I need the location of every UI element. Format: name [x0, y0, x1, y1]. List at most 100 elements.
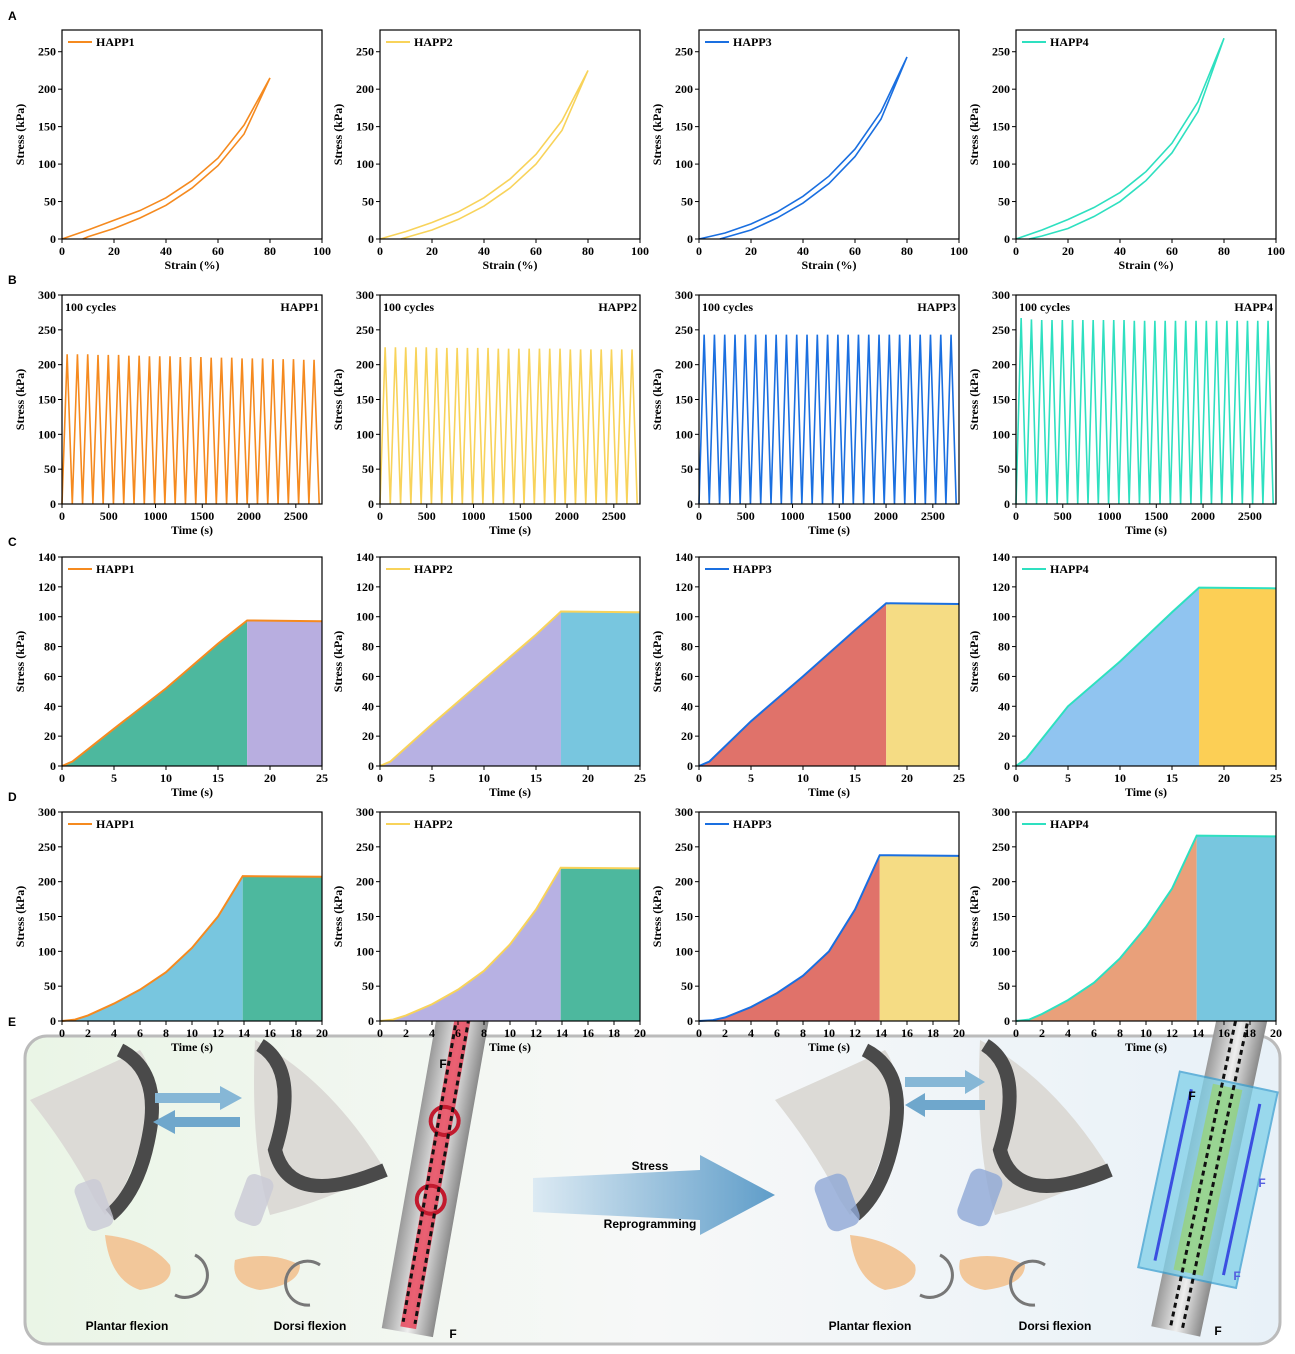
y-tick-label: 0 — [368, 759, 374, 773]
region-fill — [1199, 588, 1276, 766]
y-axis-title: Stress (kPa) — [331, 104, 345, 165]
x-tick-label: 100 — [1267, 244, 1285, 258]
legend-label: HAPP3 — [733, 817, 772, 831]
x-tick-label: 20 — [316, 1026, 328, 1040]
y-tick-label: 200 — [356, 358, 374, 372]
x-tick-label: 2 — [85, 1026, 91, 1040]
x-tick-label: 20 — [108, 244, 120, 258]
chart: HAPP4020406080100050100150200250Strain (… — [967, 30, 1285, 272]
x-tick-label: 20 — [745, 244, 757, 258]
x-tick-label: 15 — [849, 771, 861, 785]
x-tick-label: 18 — [608, 1026, 620, 1040]
chart: HAPP1100 cycles0500100015002000250005010… — [13, 288, 322, 537]
region-fill — [699, 855, 880, 1021]
x-tick-label: 15 — [1166, 771, 1178, 785]
y-tick-label: 250 — [38, 323, 56, 337]
diagram-label: F — [1233, 1269, 1240, 1283]
y-tick-label: 120 — [992, 580, 1010, 594]
y-tick-label: 0 — [1004, 1014, 1010, 1028]
x-tick-label: 40 — [1114, 244, 1126, 258]
x-tick-label: 10 — [160, 771, 172, 785]
region-fill — [380, 611, 561, 766]
x-tick-label: 5 — [429, 771, 435, 785]
x-tick-label: 10 — [1140, 1026, 1152, 1040]
x-tick-label: 16 — [1218, 1026, 1230, 1040]
x-tick-label: 18 — [927, 1026, 939, 1040]
y-tick-label: 250 — [38, 840, 56, 854]
y-tick-label: 100 — [992, 610, 1010, 624]
region-fill — [62, 876, 243, 1021]
x-tick-label: 2000 — [555, 509, 579, 523]
x-tick-label: 40 — [478, 244, 490, 258]
y-tick-label: 300 — [356, 805, 374, 819]
y-tick-label: 100 — [675, 944, 693, 958]
x-axis-title: Time (s) — [171, 1040, 213, 1054]
x-tick-label: 18 — [1244, 1026, 1256, 1040]
y-tick-label: 40 — [681, 699, 693, 713]
y-tick-label: 60 — [362, 669, 374, 683]
x-tick-label: 20 — [901, 771, 913, 785]
y-tick-label: 80 — [44, 640, 56, 654]
y-axis-title: Stress (kPa) — [967, 104, 981, 165]
x-axis-title: Strain (%) — [802, 258, 857, 272]
x-tick-label: 80 — [582, 244, 594, 258]
chart: HAPP3020406080100050100150200250Strain (… — [650, 30, 968, 272]
legend-label: HAPP2 — [598, 300, 637, 314]
diagram-label: F — [449, 1327, 456, 1341]
x-axis-title: Strain (%) — [165, 258, 220, 272]
x-tick-label: 2000 — [1191, 509, 1215, 523]
x-tick-label: 20 — [1062, 244, 1074, 258]
x-tick-label: 14 — [556, 1026, 568, 1040]
x-tick-label: 2500 — [921, 509, 945, 523]
x-tick-label: 0 — [59, 1026, 65, 1040]
y-tick-label: 0 — [368, 497, 374, 511]
figure: Plantar flexion Dorsi flexion F F Stress… — [0, 0, 1295, 1349]
y-tick-label: 100 — [992, 944, 1010, 958]
y-tick-label: 100 — [356, 944, 374, 958]
diagram-label: Stress — [632, 1159, 669, 1173]
data-line — [1016, 38, 1224, 239]
y-tick-label: 300 — [356, 288, 374, 302]
y-tick-label: 150 — [38, 910, 56, 924]
y-tick-label: 0 — [1004, 759, 1010, 773]
y-tick-label: 250 — [992, 45, 1010, 59]
y-tick-label: 300 — [38, 805, 56, 819]
y-tick-label: 0 — [687, 232, 693, 246]
x-tick-label: 8 — [163, 1026, 169, 1040]
x-tick-label: 60 — [1166, 244, 1178, 258]
plot-frame — [380, 30, 640, 239]
x-tick-label: 10 — [1114, 771, 1126, 785]
y-tick-label: 250 — [675, 840, 693, 854]
x-tick-label: 80 — [1218, 244, 1230, 258]
y-tick-label: 250 — [675, 323, 693, 337]
x-axis-title: Time (s) — [489, 523, 531, 537]
y-tick-label: 50 — [44, 979, 56, 993]
x-axis-title: Time (s) — [171, 785, 213, 799]
x-tick-label: 25 — [953, 771, 965, 785]
y-tick-label: 100 — [992, 427, 1010, 441]
x-tick-label: 0 — [696, 771, 702, 785]
x-tick-label: 100 — [631, 244, 649, 258]
x-tick-label: 2500 — [602, 509, 626, 523]
x-tick-label: 0 — [59, 509, 65, 523]
y-tick-label: 20 — [681, 729, 693, 743]
region-fill — [380, 868, 561, 1021]
x-axis-title: Time (s) — [808, 1040, 850, 1054]
y-tick-label: 150 — [356, 120, 374, 134]
x-tick-label: 0 — [696, 244, 702, 258]
x-tick-label: 5 — [111, 771, 117, 785]
annotation: 100 cycles — [1019, 300, 1070, 314]
x-tick-label: 10 — [186, 1026, 198, 1040]
x-tick-label: 4 — [1065, 1026, 1071, 1040]
y-tick-label: 250 — [992, 323, 1010, 337]
x-tick-label: 10 — [478, 771, 490, 785]
x-tick-label: 18 — [290, 1026, 302, 1040]
y-tick-label: 140 — [356, 550, 374, 564]
x-axis-title: Strain (%) — [1119, 258, 1174, 272]
y-tick-label: 150 — [38, 393, 56, 407]
y-tick-label: 250 — [992, 840, 1010, 854]
diagram-label: Plantar flexion — [86, 1319, 169, 1333]
y-axis-title: Stress (kPa) — [13, 104, 27, 165]
y-tick-label: 0 — [687, 759, 693, 773]
